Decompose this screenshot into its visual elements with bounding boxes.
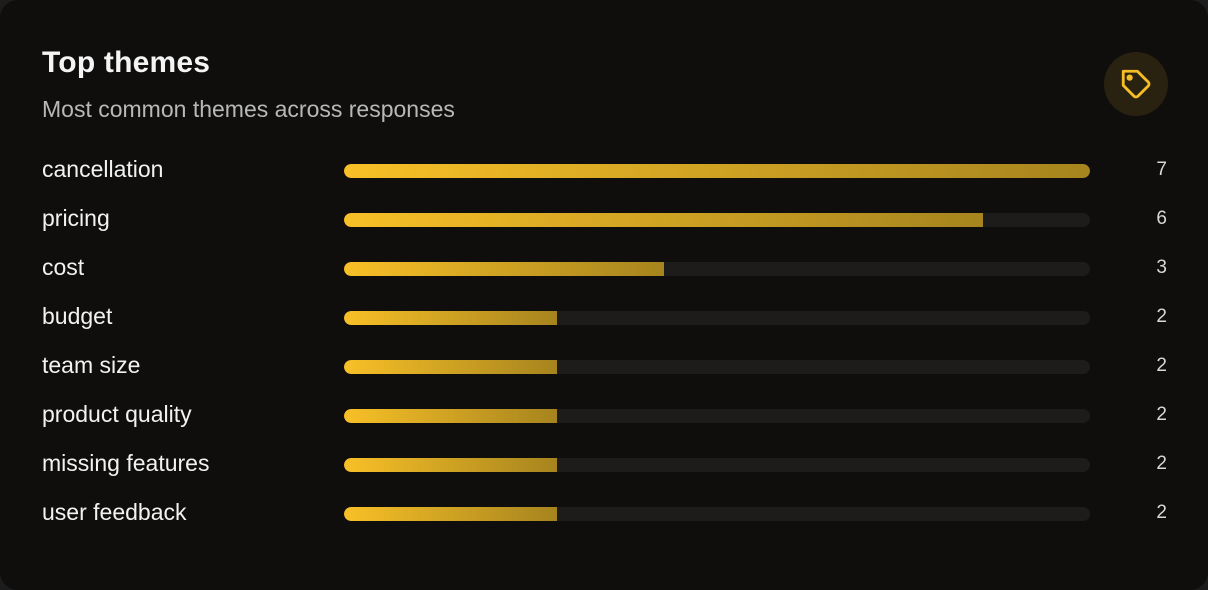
theme-count: 2 xyxy=(1156,355,1167,376)
card-subtitle: Most common themes across responses xyxy=(42,96,455,122)
bar-fill xyxy=(344,409,557,423)
bar-track xyxy=(344,164,1090,178)
bar-fill xyxy=(344,360,557,374)
theme-count: 7 xyxy=(1156,159,1167,180)
theme-row: pricing 6 xyxy=(0,195,1208,244)
theme-count: 2 xyxy=(1156,306,1167,327)
theme-count: 2 xyxy=(1156,502,1167,523)
theme-count: 6 xyxy=(1156,208,1167,229)
theme-row: team size 2 xyxy=(0,342,1208,391)
bar-track xyxy=(344,262,1090,276)
bar-track xyxy=(344,311,1090,325)
card-title: Top themes xyxy=(42,46,211,79)
bar-fill xyxy=(344,213,983,227)
theme-count: 3 xyxy=(1156,257,1167,278)
theme-row: cost 3 xyxy=(0,244,1208,293)
bar-fill xyxy=(344,458,557,472)
theme-label: pricing xyxy=(42,205,110,231)
theme-label: missing features xyxy=(42,450,210,476)
theme-row: product quality 2 xyxy=(0,391,1208,440)
theme-label: user feedback xyxy=(42,499,187,525)
bar-track xyxy=(344,213,1090,227)
tag-icon-badge xyxy=(1104,52,1168,116)
bar-track xyxy=(344,507,1090,521)
theme-label: product quality xyxy=(42,401,192,427)
theme-count: 2 xyxy=(1156,453,1167,474)
theme-bar-chart: cancellation 7 pricing 6 cost 3 budget 2 team si… xyxy=(0,146,1208,538)
bar-track xyxy=(344,409,1090,423)
theme-label: cancellation xyxy=(42,156,164,182)
bar-fill xyxy=(344,507,557,521)
theme-row: missing features 2 xyxy=(0,440,1208,489)
theme-label: team size xyxy=(42,352,141,378)
theme-label: budget xyxy=(42,303,113,329)
theme-row: cancellation 7 xyxy=(0,146,1208,195)
bar-fill xyxy=(344,311,557,325)
theme-count: 2 xyxy=(1156,404,1167,425)
tag-icon xyxy=(1121,69,1151,99)
bar-fill xyxy=(344,164,1090,178)
bar-fill xyxy=(344,262,664,276)
bar-track xyxy=(344,458,1090,472)
theme-row: user feedback 2 xyxy=(0,489,1208,538)
bar-track xyxy=(344,360,1090,374)
theme-label: cost xyxy=(42,254,85,280)
theme-row: budget 2 xyxy=(0,293,1208,342)
